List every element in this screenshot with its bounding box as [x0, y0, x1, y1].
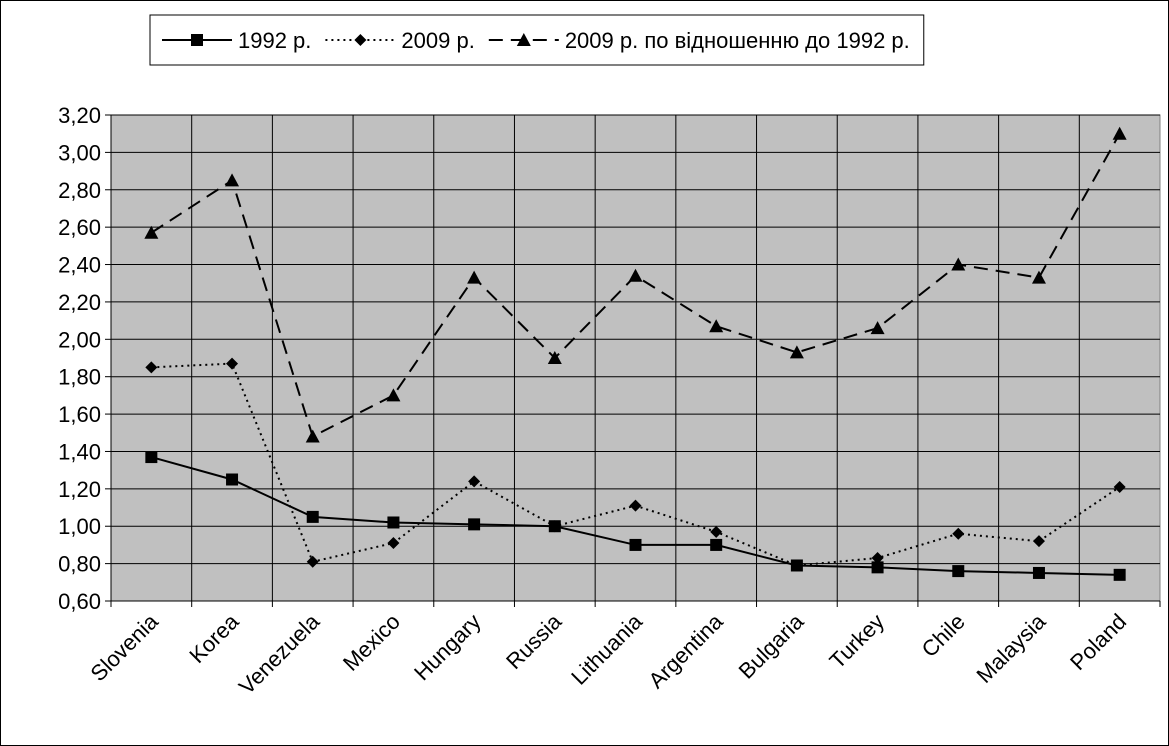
- y-tick-label: 1,20: [58, 477, 101, 502]
- marker: [789, 345, 804, 359]
- marker: [629, 538, 642, 551]
- marker: [1031, 270, 1046, 284]
- marker: [952, 527, 965, 540]
- marker: [548, 520, 561, 533]
- y-tick-label: 1,40: [58, 439, 101, 464]
- y-tick-label: 1,60: [58, 402, 101, 427]
- y-tick-label: 0,60: [58, 589, 101, 614]
- marker: [225, 173, 240, 187]
- marker: [305, 429, 320, 443]
- marker: [467, 270, 482, 284]
- marker: [1032, 566, 1045, 579]
- marker: [306, 555, 319, 568]
- legend-label: 1992 р.: [238, 28, 311, 53]
- marker: [387, 516, 400, 529]
- marker: [468, 518, 481, 531]
- y-tick-label: 2,40: [58, 253, 101, 278]
- marker: [1113, 480, 1126, 493]
- marker: [1032, 535, 1045, 548]
- marker: [1112, 126, 1127, 140]
- marker: [191, 34, 203, 46]
- y-tick-label: 2,20: [58, 290, 101, 315]
- marker: [144, 225, 159, 239]
- y-tick-label: 3,00: [58, 140, 101, 165]
- marker: [628, 268, 643, 282]
- y-tick-label: 1,80: [58, 365, 101, 390]
- marker: [145, 361, 158, 374]
- marker: [468, 475, 481, 488]
- marker: [1113, 568, 1126, 581]
- y-tick-label: 2,00: [58, 327, 101, 352]
- marker: [709, 319, 724, 333]
- marker: [226, 357, 239, 370]
- marker: [710, 525, 723, 538]
- marker: [386, 388, 401, 402]
- marker: [306, 510, 319, 523]
- y-tick-label: 3,20: [58, 103, 101, 128]
- marker: [952, 565, 965, 578]
- y-tick-label: 0,80: [58, 552, 101, 577]
- marker: [145, 451, 158, 464]
- marker: [951, 257, 966, 271]
- marker: [710, 538, 723, 551]
- legend-label: 2009 р. по відношенню до 1992 р.: [565, 28, 910, 53]
- marker: [516, 33, 531, 46]
- marker: [871, 561, 884, 574]
- plot-area: [110, 114, 1161, 602]
- y-tick-label: 1,00: [58, 514, 101, 539]
- y-tick-label: 2,80: [58, 178, 101, 203]
- marker: [870, 321, 885, 335]
- y-tick-label: 2,60: [58, 215, 101, 240]
- marker: [871, 552, 884, 565]
- marker: [354, 34, 367, 46]
- marker: [629, 499, 642, 512]
- marker: [790, 559, 803, 572]
- marker: [226, 473, 239, 486]
- marker: [387, 537, 400, 550]
- legend-label: 2009 р.: [401, 28, 474, 53]
- marker: [547, 351, 562, 364]
